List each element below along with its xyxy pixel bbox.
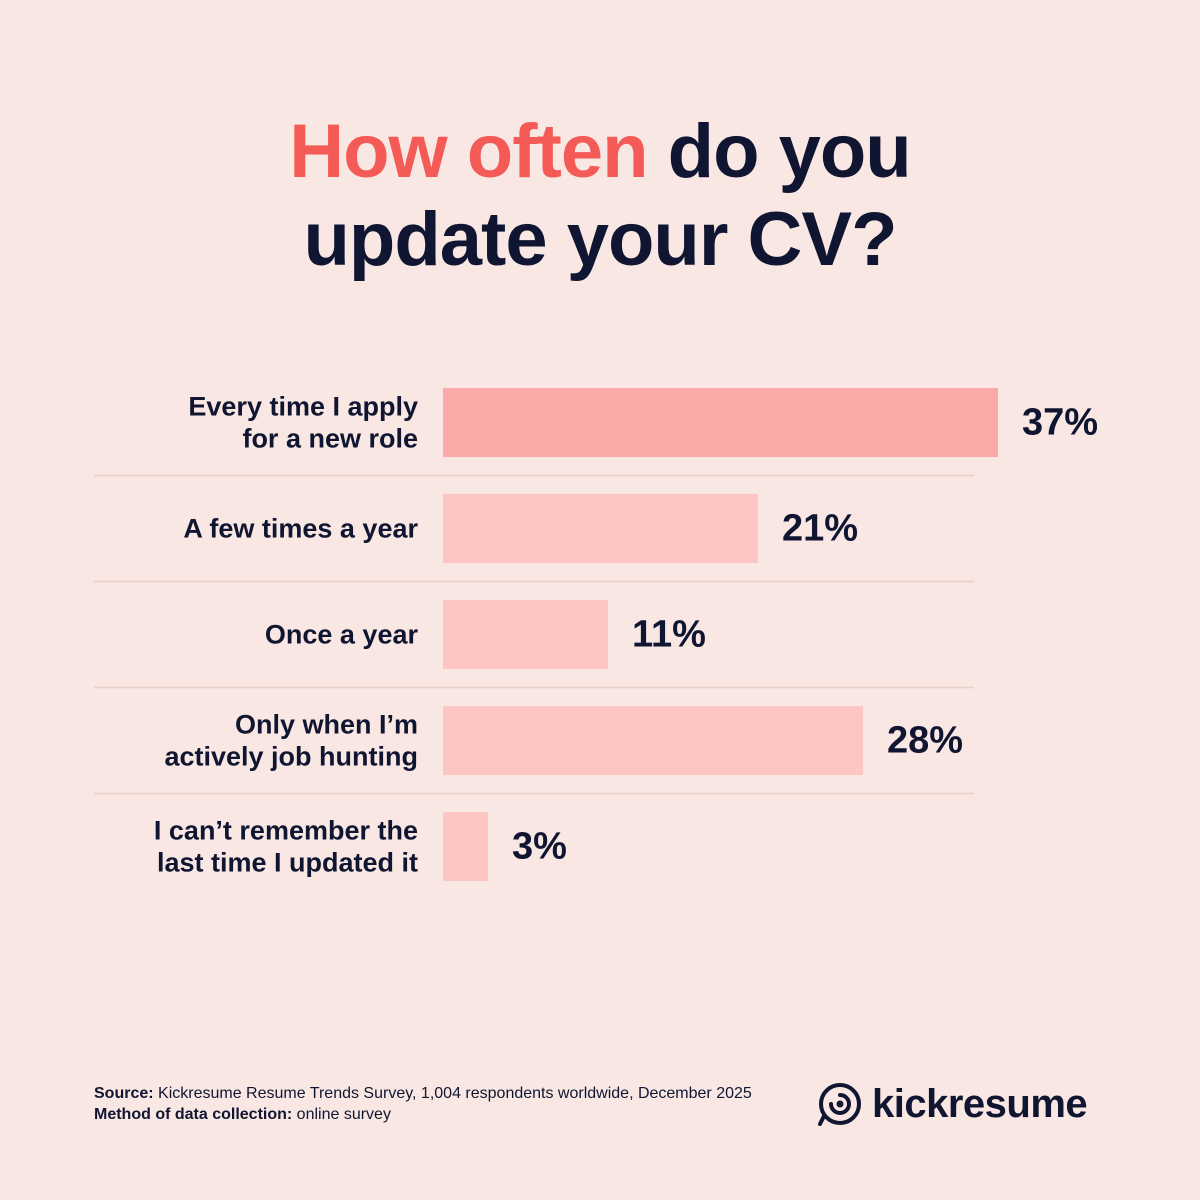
title-line-2: update your CV? — [303, 197, 897, 282]
category-label-line: Every time I apply — [188, 392, 418, 422]
category-label-line: for a new role — [242, 424, 418, 454]
brand-logo: kickresume — [818, 1078, 1088, 1130]
bar-chart: 37% Every time I apply for a new role 21% A … — [94, 388, 1098, 881]
value-label: 11% — [632, 614, 706, 656]
source-line: Source: Kickresume Resume Trends Survey,… — [94, 1083, 752, 1104]
value-label: 21% — [782, 508, 858, 550]
category-label-line: last time I updated it — [157, 848, 418, 878]
category-label: Every time I apply for a new role — [188, 392, 418, 454]
bar — [443, 706, 863, 775]
chart-title: How often do you update your CV? — [0, 108, 1200, 284]
method-line: Method of data collection: online survey — [94, 1104, 752, 1125]
category-label-line: actively job hunting — [164, 742, 418, 772]
source-label: Source: — [94, 1085, 154, 1102]
category-label-line: Once a year — [265, 620, 419, 650]
method-text: online survey — [292, 1106, 391, 1123]
title-line-1: How often do you — [0, 108, 1200, 196]
bar — [443, 388, 998, 457]
category-label: Once a year — [265, 620, 419, 650]
chameleon-logo-icon — [818, 1083, 861, 1126]
category-label: A few times a year — [183, 514, 418, 544]
category-label: Only when I’m actively job hunting — [164, 710, 418, 772]
category-label-line: I can’t remember the — [154, 816, 418, 846]
brand-name: kickresume — [872, 1081, 1088, 1126]
bar — [443, 812, 488, 881]
title-accent: How often — [289, 109, 648, 194]
bar — [443, 494, 758, 563]
footer-notes: Source: Kickresume Resume Trends Survey,… — [94, 1083, 752, 1125]
value-label: 28% — [887, 720, 963, 762]
value-label: 3% — [512, 826, 567, 868]
category-label-line: A few times a year — [183, 514, 418, 544]
source-text: Kickresume Resume Trends Survey, 1,004 r… — [153, 1085, 752, 1102]
category-label-line: Only when I’m — [235, 710, 418, 740]
method-label: Method of data collection: — [94, 1106, 293, 1123]
bar — [443, 600, 608, 669]
category-label: I can’t remember the last time I updated … — [154, 816, 418, 878]
value-label: 37% — [1022, 402, 1098, 444]
title-rest: do you — [667, 109, 912, 194]
